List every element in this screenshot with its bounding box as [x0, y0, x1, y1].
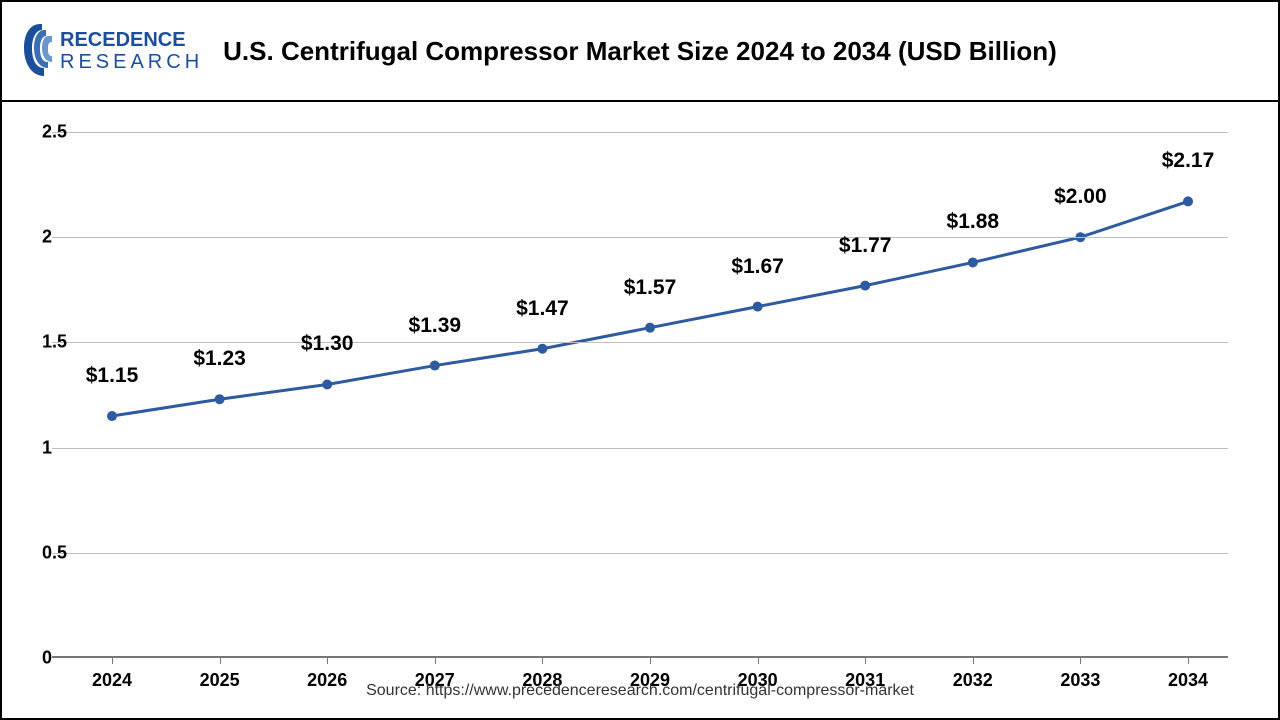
data-marker: [537, 344, 547, 354]
gridline: [52, 237, 1228, 238]
data-label: $2.17: [1162, 149, 1215, 173]
data-marker: [322, 379, 332, 389]
data-marker: [860, 281, 870, 291]
x-tick-mark: [112, 658, 113, 664]
data-marker: [1183, 196, 1193, 206]
x-tick-mark: [542, 658, 543, 664]
data-marker: [430, 361, 440, 371]
data-label: $1.57: [624, 276, 677, 300]
gridline: [52, 132, 1228, 133]
x-tick-mark: [435, 658, 436, 664]
data-marker: [753, 302, 763, 312]
x-tick-mark: [220, 658, 221, 664]
data-label: $1.39: [409, 314, 462, 338]
x-tick-mark: [758, 658, 759, 664]
gridline: [52, 448, 1228, 449]
x-tick-mark: [650, 658, 651, 664]
data-marker: [968, 257, 978, 267]
gridline: [52, 553, 1228, 554]
line-plot: [52, 132, 1228, 658]
data-marker: [215, 394, 225, 404]
data-label: $2.00: [1054, 185, 1107, 209]
x-tick-mark: [327, 658, 328, 664]
chart-plot-area: 00.511.522.52024202520262027202820292030…: [52, 132, 1228, 658]
x-tick-mark: [865, 658, 866, 664]
brand-logo: RECEDENCE RESEARCH: [22, 16, 222, 86]
series-line: [112, 201, 1188, 416]
x-tick-mark: [1080, 658, 1081, 664]
data-label: $1.15: [86, 364, 139, 388]
header: RECEDENCE RESEARCH U.S. Centrifugal Comp…: [2, 2, 1278, 102]
svg-text:RESEARCH: RESEARCH: [60, 51, 203, 73]
data-marker: [645, 323, 655, 333]
data-label: $1.47: [516, 297, 569, 321]
data-label: $1.88: [947, 210, 1000, 234]
x-tick-mark: [1188, 658, 1189, 664]
chart-container: RECEDENCE RESEARCH U.S. Centrifugal Comp…: [0, 0, 1280, 720]
source-caption: Source: https://www.precedenceresearch.c…: [2, 682, 1278, 700]
data-marker: [107, 411, 117, 421]
data-label: $1.23: [193, 347, 246, 371]
data-label: $1.77: [839, 234, 892, 258]
x-tick-mark: [973, 658, 974, 664]
svg-text:RECEDENCE: RECEDENCE: [60, 29, 186, 51]
precedence-logo-icon: RECEDENCE RESEARCH: [22, 16, 222, 86]
gridline: [52, 342, 1228, 343]
data-label: $1.67: [731, 255, 784, 279]
data-label: $1.30: [301, 332, 354, 356]
